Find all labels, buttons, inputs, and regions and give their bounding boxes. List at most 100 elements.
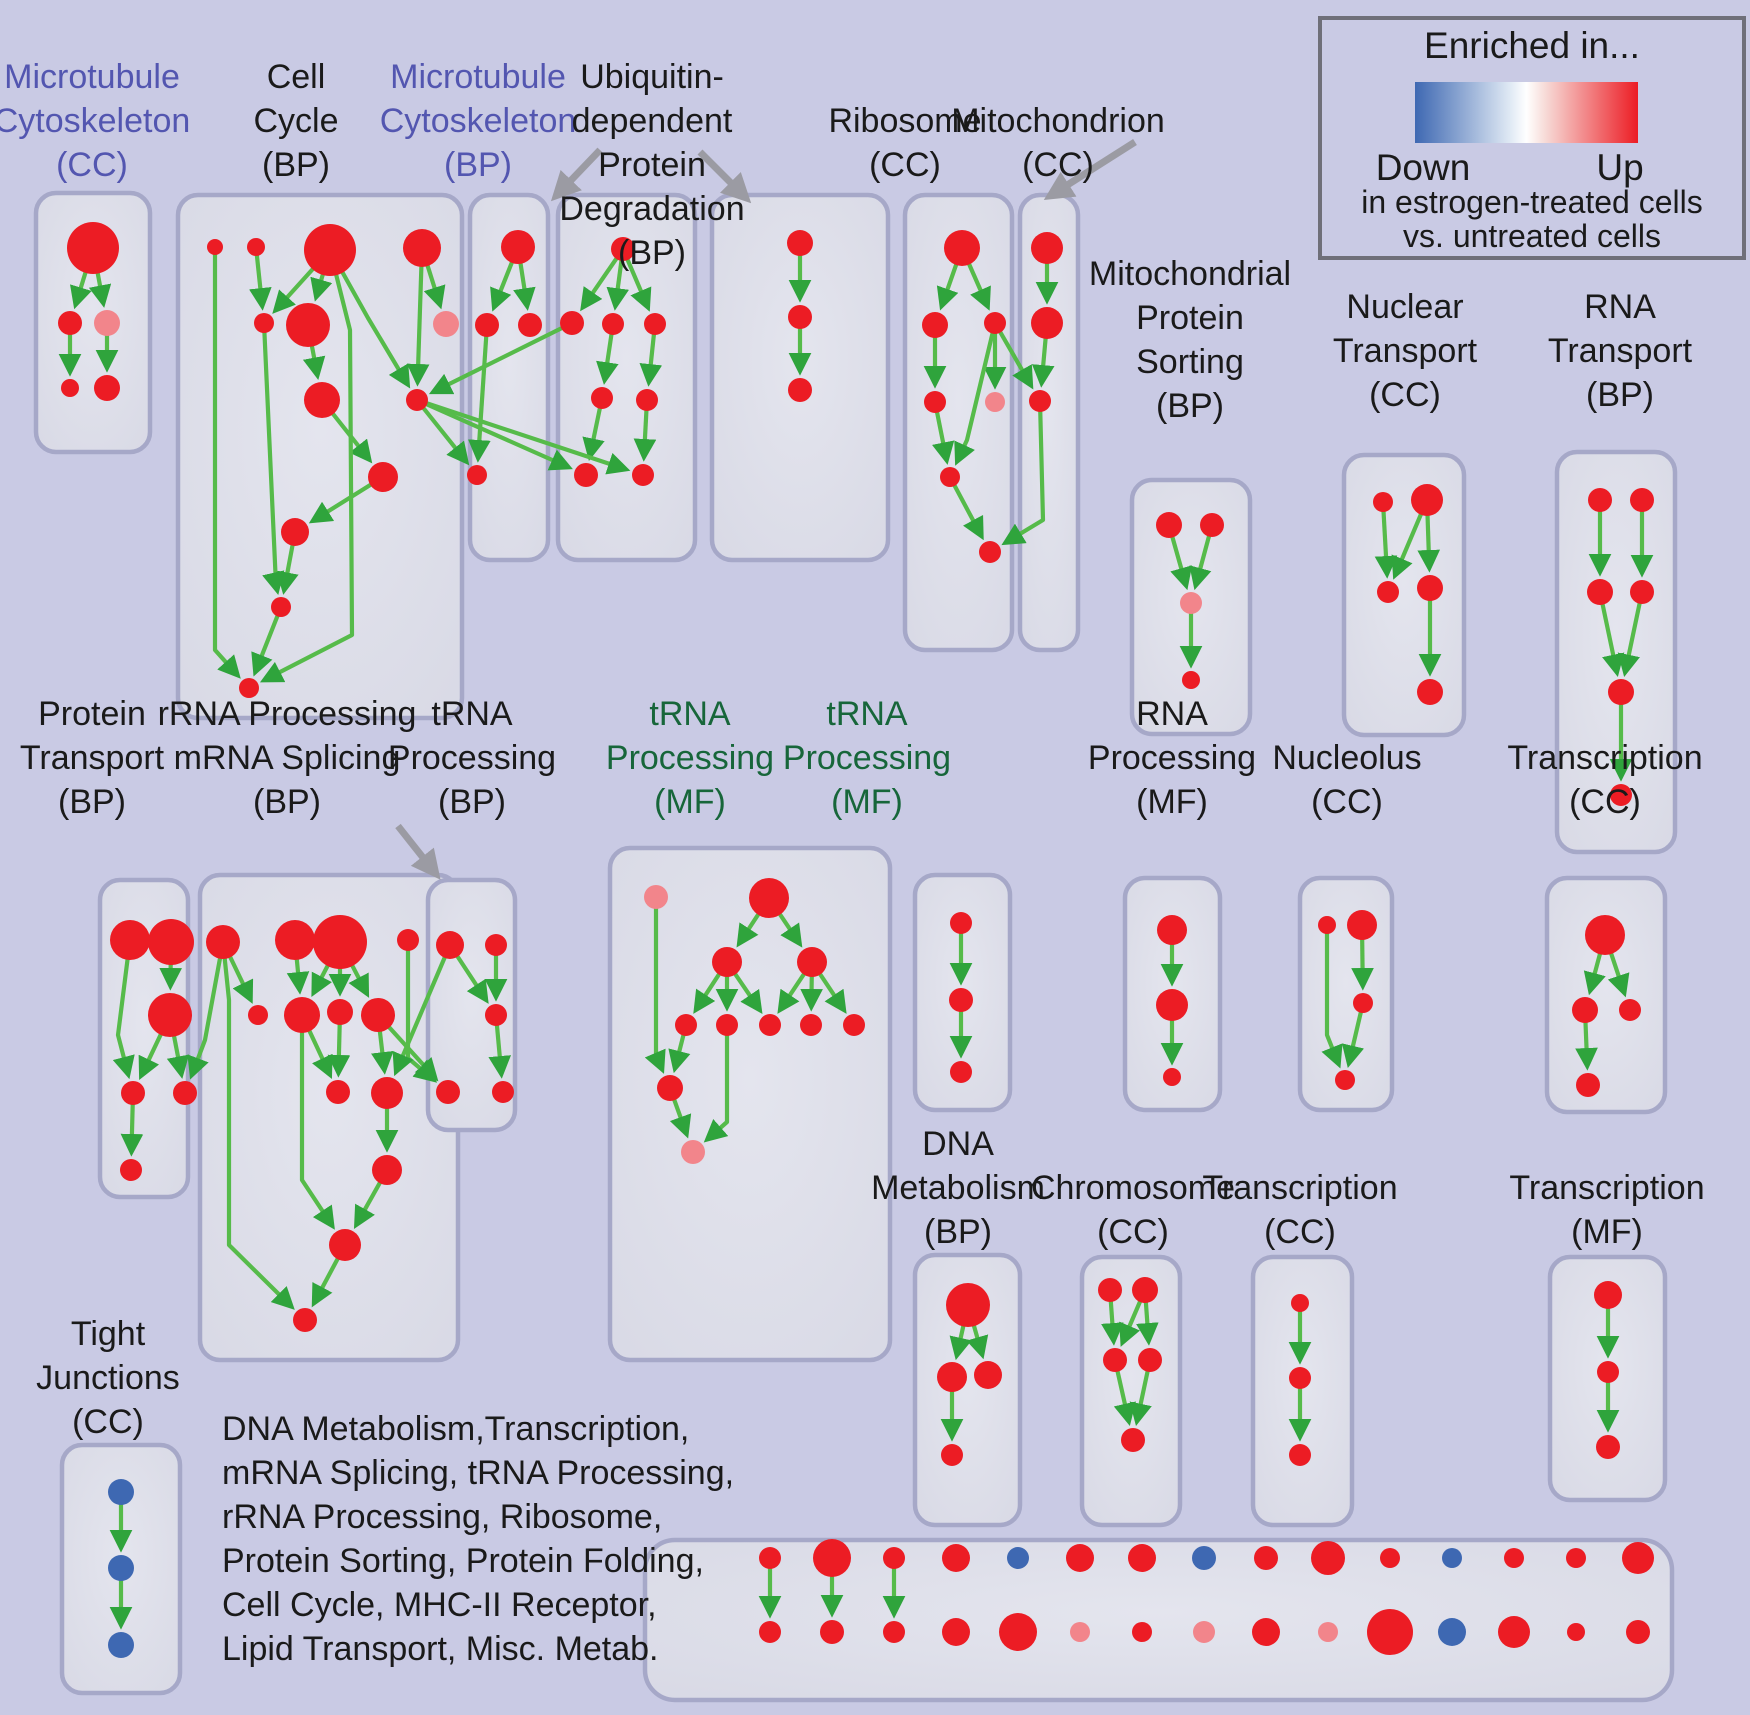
protein-transport-node-4 (173, 1081, 197, 1105)
transcription-cc-2-node-0 (1291, 1294, 1309, 1312)
label-12-line-3: (MF) (654, 783, 726, 821)
rna-transport-node-2 (1587, 579, 1613, 605)
legend-box (1318, 16, 1746, 260)
rna-transport-edge-3 (1617, 591, 1645, 677)
chromosome-node-4 (1121, 1428, 1145, 1452)
label-15-line-2: (CC) (1311, 783, 1383, 821)
grid-col13-top-node (1504, 1548, 1524, 1568)
rna-proc-mf-node-1 (1156, 989, 1188, 1021)
microtubule-cc-node-0 (67, 222, 119, 274)
label-pointer-arrow-4 (395, 823, 441, 880)
label-8-line-1: RNA (1584, 288, 1656, 326)
grid-col8-bottom-node (1193, 1621, 1215, 1643)
grid-col4-bottom-node (942, 1618, 970, 1646)
grid-col7-bottom-node (1132, 1622, 1152, 1642)
rna-transport-node-0 (1588, 488, 1612, 512)
rrna-mrna-node-2 (313, 915, 367, 969)
label-8-line-2: Transport (1548, 332, 1693, 370)
cross-edge-cell-cycle-to-ubiquitin-1 (416, 398, 573, 471)
label-20-line-1: Transcription (1509, 1169, 1704, 1207)
cell-cycle-node-12 (239, 678, 259, 698)
rrna-mrna-node-9 (371, 1077, 403, 1109)
grid-col13-bottom-node (1498, 1616, 1530, 1648)
microtubule-bp-node-1 (475, 313, 499, 337)
label-21-line-3: (CC) (72, 1403, 144, 1441)
label-21-line-1: Tight (71, 1315, 146, 1353)
label-1-line-1: Cell (267, 58, 326, 96)
ribosome-cc-node-5 (940, 467, 960, 487)
transcription-cc-1-node-1 (1572, 997, 1598, 1023)
label-10-line-1: rRNA Processing (158, 695, 417, 733)
label-6-line-3: Sorting (1136, 343, 1244, 381)
label-pointer-arrow-2 (697, 149, 752, 204)
protein-transport-node-2 (148, 993, 192, 1037)
label-9-line-1: Protein (38, 695, 146, 733)
microtubule-bp-node-0 (501, 230, 535, 264)
cross-edge-trna-bp-to-rrna-mrna (392, 944, 452, 1077)
grid-col15-top-node (1622, 1542, 1654, 1574)
label-19-line-1: Transcription (1202, 1169, 1397, 1207)
label-2-line-1: Microtubule (390, 58, 566, 96)
ribosome-cc-node-6 (979, 541, 1001, 563)
box-rna-transport (1554, 449, 1678, 855)
ribosome-cc-edge-6 (948, 476, 984, 541)
rna-transport-node-5 (1610, 784, 1632, 806)
trna-mf-2-node-0 (950, 912, 972, 934)
transcription-mf-node-2 (1596, 1435, 1620, 1459)
transcription-mf-node-1 (1597, 1361, 1619, 1383)
transcription-cc-1-node-2 (1619, 999, 1641, 1021)
label-2-line-3: (BP) (444, 146, 512, 184)
grid-col3-bottom-node (883, 1621, 905, 1643)
rrna-mrna-node-1 (275, 920, 315, 960)
legend-gradient-bar (1415, 82, 1638, 143)
rrna-mrna-node-11 (329, 1229, 361, 1261)
protein-transport-node-5 (120, 1159, 142, 1181)
trna-bp-node-0 (436, 931, 464, 959)
microtubule-cc-node-4 (94, 375, 120, 401)
label-7-line-2: Transport (1333, 332, 1478, 370)
ubiquitin-1-node-2 (602, 313, 624, 335)
ubiquitin-2-node-2 (788, 378, 812, 402)
trna-mf-big-node-9 (657, 1075, 683, 1101)
transcription-cc-2-node-1 (1289, 1367, 1311, 1389)
ribosome-cc-edge-5 (954, 322, 998, 466)
nucleolus-edge-1 (1341, 1002, 1366, 1068)
label-0-line-1: Microtubule (4, 58, 180, 96)
dna-metabolism-node-1 (937, 1362, 967, 1392)
nucleolus-node-0 (1318, 916, 1336, 934)
label-9-line-3: (BP) (58, 783, 126, 821)
label-0-line-2: Cytoskeleton (0, 102, 190, 140)
grid-col12-bottom-node (1438, 1618, 1466, 1646)
legend-title: Enriched in... (1424, 25, 1640, 66)
dna-metabolism-node-3 (941, 1444, 963, 1466)
label-4-line-1: Ribosome (828, 102, 981, 140)
label-pointer-arrows-layer (395, 139, 1137, 880)
label-14-line-3: (MF) (1136, 783, 1208, 821)
label-3-line-2: dependent (572, 102, 733, 140)
cell-cycle-node-0 (207, 239, 223, 255)
trna-mf-big-edge-11 (703, 1025, 730, 1143)
cell-cycle-node-5 (286, 303, 330, 347)
ribosome-cc-node-2 (984, 312, 1006, 334)
cross-edge-mitochondrion-cc-to-ribosome-cc (1001, 400, 1046, 546)
rna-proc-mf-node-2 (1163, 1068, 1181, 1086)
ubiquitin-1-node-4 (591, 387, 613, 409)
label-14-line-1: RNA (1136, 695, 1208, 733)
label-1-line-3: (BP) (262, 146, 330, 184)
mito-sorting-node-3 (1182, 671, 1200, 689)
grid-col9-bottom-node (1252, 1618, 1280, 1646)
label-8-line-3: (BP) (1586, 376, 1654, 414)
label-3-line-3: Protein (598, 146, 706, 184)
ribosome-cc-node-0 (944, 230, 980, 266)
grid-col2-top-node (813, 1539, 851, 1577)
grid-col6-bottom-node (1070, 1622, 1090, 1642)
chromosome-node-3 (1138, 1348, 1162, 1372)
label-17-line-3: (BP) (924, 1213, 992, 1251)
grid-col14-top-node (1566, 1548, 1586, 1568)
ubiquitin-1-node-7 (632, 464, 654, 486)
rrna-mrna-node-6 (327, 999, 353, 1025)
trna-mf-big-node-4 (675, 1014, 697, 1036)
label-12-line-2: Processing (606, 739, 774, 777)
box-ubiquitin-2 (709, 192, 891, 563)
nucleolus-edge-2 (1321, 925, 1343, 1069)
